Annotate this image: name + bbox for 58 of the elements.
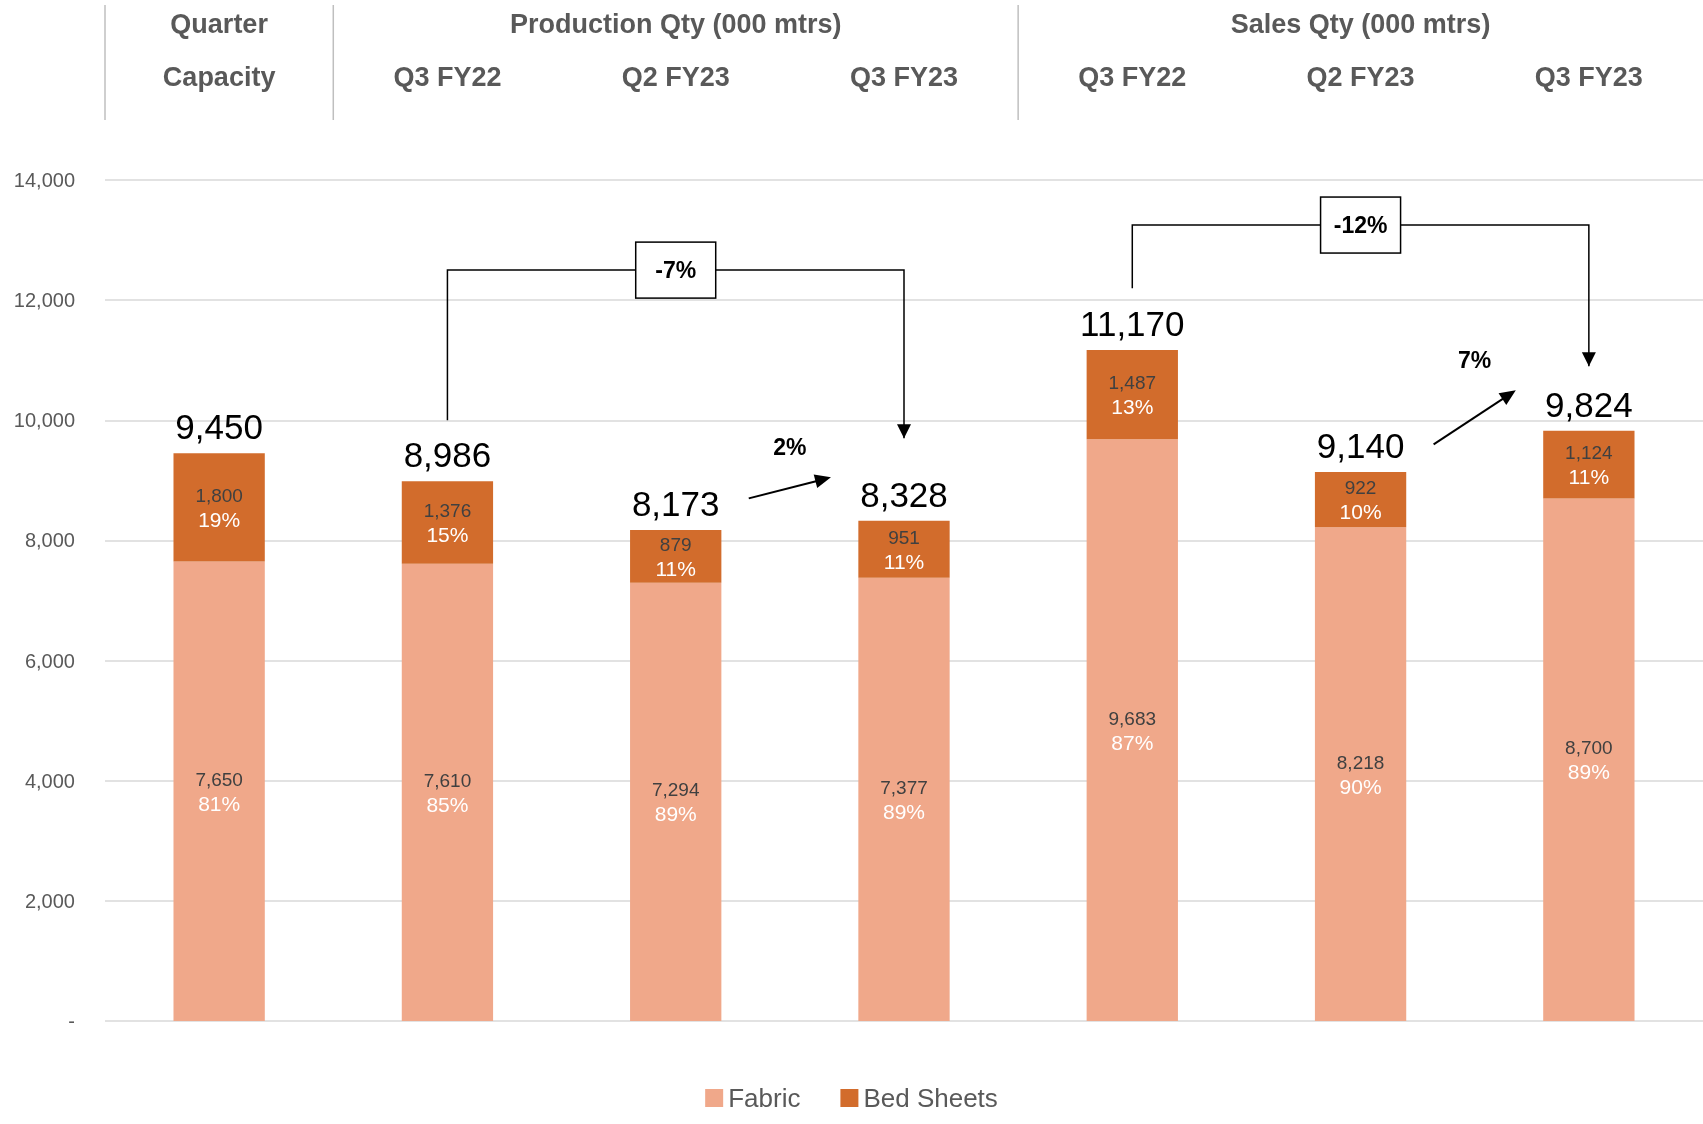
data-label: 1,124 11% [1565,442,1614,489]
legend-label: Fabric [728,1083,801,1113]
data-label: 7,377 89% [880,776,928,823]
total-label: 9,140 [1316,425,1405,465]
bar [1314,527,1407,1021]
bar [1086,439,1178,1021]
x-tick-label: Q2 FY23 [621,61,730,92]
annotation: 2% [773,434,807,461]
x-tick-label: Q3 FY22 [1078,61,1187,92]
data-label: 1,487 13% [1108,372,1157,419]
total-label: 9,824 [1545,384,1633,424]
data-label: 922 10% [1339,477,1382,524]
bar [1543,498,1635,1021]
annotation: -7% [655,257,697,284]
data-label: 7,294 89% [651,779,700,826]
y-tick-label: 2,000 [24,889,75,912]
bar [1086,350,1178,440]
data-label: 951 11% [883,526,925,573]
data-label: 8,218 90% [1336,751,1385,798]
bar [630,530,722,583]
y-tick-label: 8,000 [24,529,75,552]
bar [858,520,950,578]
total-label: 11,170 [1080,304,1185,343]
y-tick-label: 12,000 [13,289,75,312]
text: Production Qty (000 mtrs) [509,9,842,39]
bar [173,453,265,562]
legend-label: Bed Sheets [863,1083,998,1113]
text: Quarter [170,9,269,39]
total-label: 8,986 [403,435,492,475]
x-tick-label: Q2 FY23 [1306,61,1415,92]
data-label: 1,376 15% [423,500,472,547]
y-tick-label: 4,000 [24,769,75,792]
y-tick-label: - [68,1010,75,1032]
data-label: 879 11% [655,533,696,580]
data-label: 7,610 85% [423,769,472,816]
x-tick-label: Q3 FY22 [393,61,502,92]
bar [1543,430,1635,499]
y-tick-label: 14,000 [13,169,75,191]
y-tick-label: 6,000 [24,649,75,672]
bar [630,582,722,1021]
annotation: 7% [1458,347,1492,374]
total-label: 9,450 [175,407,263,447]
total-label: 8,328 [860,474,948,514]
data-label: 9,683 87% [1108,707,1157,754]
bar [401,481,494,564]
y-tick-label: 10,000 [13,409,75,432]
bar [401,563,494,1021]
total-label: 8,173 [631,484,720,524]
bar [858,577,950,1021]
x-tick-label: Capacity [162,61,276,92]
x-tick-label: Q3 FY23 [1534,61,1643,92]
data-label: 7,650 81% [195,768,243,815]
annotation: -12% [1333,212,1388,239]
data-label: 8,700 89% [1565,737,1613,784]
x-tick-label: Q3 FY23 [849,61,959,92]
bar [173,561,265,1021]
data-label: 1,800 19% [195,484,243,531]
text: Sales Qty (000 mtrs) [1230,9,1491,39]
